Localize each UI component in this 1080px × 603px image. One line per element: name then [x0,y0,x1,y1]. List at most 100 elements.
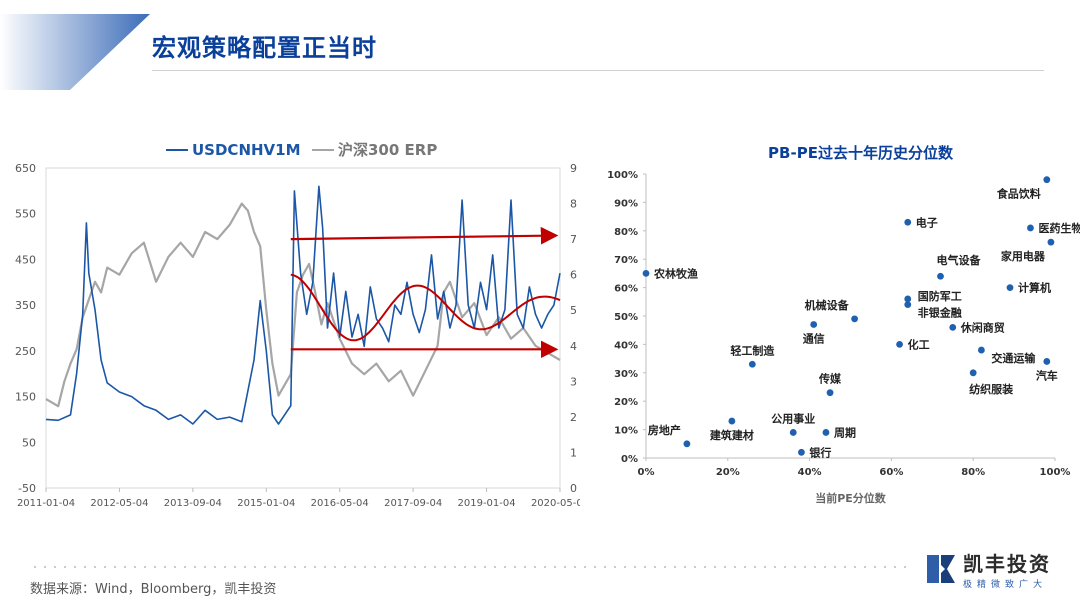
scatter-point-label: 计算机 [1018,281,1051,295]
y-right-tick-label: 9 [570,162,577,175]
scatter-point: 休闲商贸 [949,320,1005,334]
scatter-point-label: 食品饮料 [997,187,1041,201]
scatter-dot [851,315,858,323]
y-right-tick-label: 0 [570,482,577,495]
scatter-point-label: 医药生物 [1038,221,1080,235]
scatter-point: 电气设备 [936,253,981,280]
scatter-point-label: 国防军工 [918,289,962,303]
legend-label-erp: 沪深300 ERP [338,141,437,159]
scatter-dot [904,218,912,226]
y-tick-label: 40% [614,340,638,351]
logo-name: 凯丰投资 [963,552,1051,576]
x-tick-label: 80% [961,467,985,478]
y-tick-label: 80% [614,227,638,238]
y-right-tick-label: 3 [570,375,577,388]
y-right-tick-label: 5 [570,304,577,317]
scatter-point: 国防军工 [904,289,962,303]
logo-mark-icon [927,555,955,583]
data-source-note: 数据来源：Wind，Bloomberg，凯丰投资 [30,582,277,597]
y-tick-label: 0% [621,454,638,465]
scatter-point: 交通运输 [977,346,1036,365]
x-tick-label: 60% [879,467,903,478]
y-left-tick-label: 250 [15,345,36,358]
y-tick-label: 90% [614,198,638,209]
scatter-dot [904,295,912,303]
scatter-dot [789,429,797,436]
y-left-tick-label: -50 [18,482,36,495]
x-tick-label: 40% [798,467,822,478]
y-left-tick-label: 550 [15,208,36,221]
series-line-hs300-erp [45,202,561,408]
x-tick-label: 2012-05-04 [90,498,148,509]
scatter-point-label: 传媒 [818,372,842,386]
y-left-tick-label: 150 [15,391,36,404]
x-axis-label: 当前PE分位数 [815,491,887,505]
scatter-point-label: 电子 [916,215,938,229]
x-tick-label: 2019-01-04 [458,498,516,509]
scatter-dot [748,360,756,368]
scatter-point-label: 通信 [803,332,825,346]
y-left-tick-label: 450 [15,253,36,266]
scatter-dot [896,341,903,348]
x-tick-label: 20% [716,467,740,478]
scatter-point-label: 公用事业 [771,411,815,425]
annotation-wave [290,273,561,342]
scatter-point: 轻工制造 [730,343,775,368]
scatter-point: 食品饮料 [997,176,1051,201]
scatter-point: 汽车 [1036,358,1058,382]
scatter-dot [798,448,805,456]
scatter-dot [728,417,736,425]
y-right-tick-label: 6 [570,269,577,282]
scatter-point-label: 非银金融 [918,306,962,320]
y-left-tick-label: 650 [15,162,36,175]
scatter-dot [904,301,912,309]
scatter-dot [1027,224,1034,232]
scatter-point: 纺织服装 [969,369,1013,396]
chart-legend: USDCNHV1M 沪深300 ERP [166,141,437,159]
scatter-title: PB-PE过去十年历史分位数 [768,144,954,162]
scatter-point: 周期 [822,425,856,439]
scatter-point-label: 建筑建材 [710,428,754,442]
corner-decoration [0,14,150,90]
scatter-point-label: 纺织服装 [969,382,1013,396]
x-tick-label: 2017-09-04 [384,498,442,509]
scatter-dot [969,369,977,377]
scatter-point-label: 汽车 [1036,368,1058,382]
scatter-point: 通信 [803,321,825,346]
scatter-dot [642,270,650,277]
y-tick-label: 20% [614,397,638,408]
scatter-dot [977,346,985,354]
scatter-dot [937,272,944,280]
scatter-dot [810,321,818,328]
page-title: 宏观策略配置正当时 [152,34,377,62]
plot-frame [45,167,561,489]
y-left-tick-label: 50 [22,436,36,449]
scatter-dot [1043,358,1051,365]
y-tick-label: 60% [614,284,638,295]
scatter-point: 银行 [798,445,831,459]
scatter-dot [949,323,957,331]
pb-pe-scatter-chart: PB-PE过去十年历史分位数 0% 10% 20% 30% 40% 50% 60% 70% 80%… [607,144,1080,505]
scatter-point-label: 休闲商贸 [960,320,1005,334]
x-tick-label: 2011-01-04 [17,498,75,509]
scatter-point: 机械设备 [805,298,858,323]
scatter-point: 计算机 [1006,281,1051,295]
scatter-point-label: 农林牧渔 [653,266,698,280]
scatter-point: 公用事业 [771,411,815,436]
y-tick-label: 30% [614,369,638,380]
scatter-point: 家用电器 [1001,238,1055,263]
y-tick-label: 70% [614,255,638,266]
scatter-dot [822,429,830,436]
scatter-point: 电子 [904,215,938,229]
scatter-dot [1047,238,1055,246]
scatter-dot [826,389,834,397]
scatter-point-label: 轻工制造 [730,343,775,357]
scatter-point: 化工 [896,337,930,351]
x-tick-label: 2020-05-04 [531,498,580,509]
y-right-tick-label: 7 [570,233,577,246]
y-tick-label: 10% [614,426,638,437]
scatter-point: 非银金融 [904,301,962,320]
company-logo: 凯丰投资 极精微致广大 [925,548,1051,590]
scatter-point-label: 周期 [834,425,856,439]
scatter-point-label: 电气设备 [936,253,981,267]
